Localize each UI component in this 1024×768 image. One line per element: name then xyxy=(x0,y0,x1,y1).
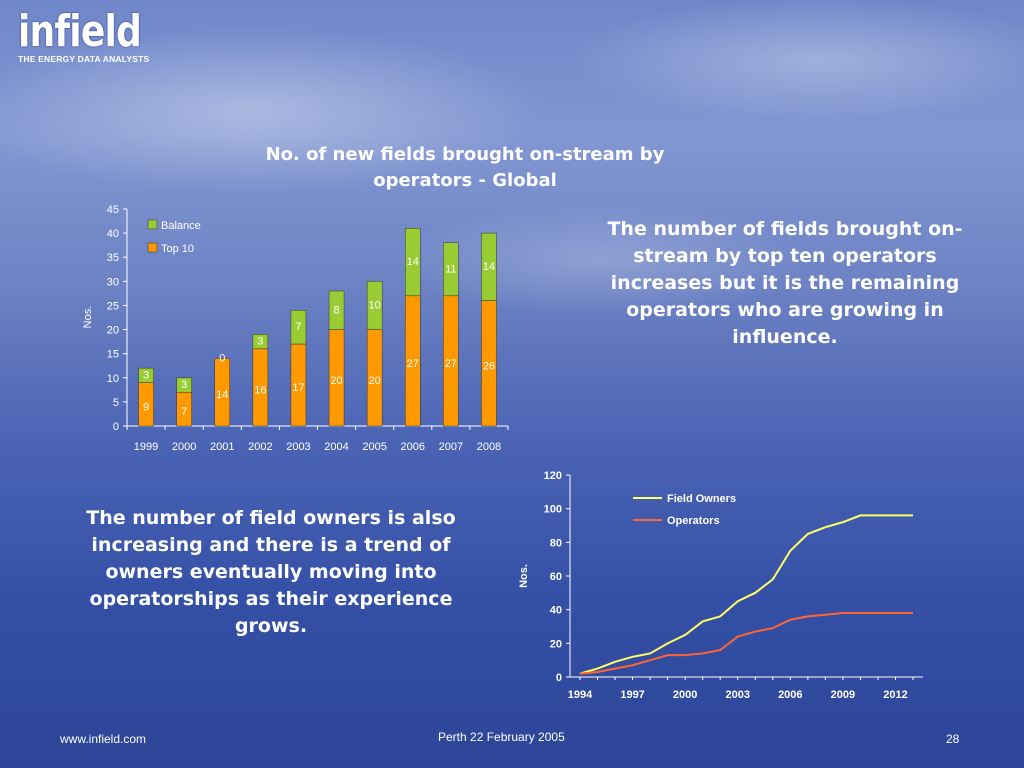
line-y-tick-label: 80 xyxy=(550,537,562,549)
line-x-tick-label: 1994 xyxy=(568,689,593,701)
bar-balance-label: 8 xyxy=(333,304,339,316)
line-y-tick-label: 20 xyxy=(550,638,562,650)
bar-balance xyxy=(481,232,497,301)
operators-line xyxy=(579,612,913,675)
callout-bottom: The number of field owners is also incre… xyxy=(86,507,456,637)
bar-balance-label: 7 xyxy=(295,321,301,333)
bar-top10 xyxy=(214,358,230,427)
logo-tagline: THE ENERGY DATA ANALYSTS xyxy=(18,54,150,64)
line-y-tick-label: 100 xyxy=(544,504,562,516)
bar-top10-label: 27 xyxy=(445,358,457,370)
bar-top10-label: 27 xyxy=(407,358,419,370)
bar-y-tick-label: 35 xyxy=(107,252,119,264)
line-x-tick-label: 1997 xyxy=(620,689,644,701)
bar-balance-label: 10 xyxy=(369,299,381,311)
legend-field-owners-label: Field Owners xyxy=(667,493,736,505)
bar-y-tick-label: 20 xyxy=(107,325,119,337)
bar-x-tick-label: 2001 xyxy=(210,441,234,453)
bar-balance xyxy=(405,228,421,297)
legend-top10-swatch xyxy=(147,242,158,253)
legend-operators-label: Operators xyxy=(667,515,720,527)
field-owners-line xyxy=(579,514,913,675)
line-y-tick-label: 120 xyxy=(544,470,562,482)
footer-page-number: 28 xyxy=(946,732,960,746)
bar-y-tick-label: 25 xyxy=(107,300,119,312)
bar-y-tick-label: 5 xyxy=(113,397,119,409)
footer-url-link[interactable]: www.infield.com xyxy=(60,732,147,746)
bar-balance xyxy=(176,377,192,393)
bar-x-tick-label: 2000 xyxy=(172,441,196,453)
bar-balance-label: 11 xyxy=(445,263,456,275)
bar-top10-label: 26 xyxy=(483,360,495,372)
bar-x-tick-label: 2002 xyxy=(248,441,272,453)
bar-y-tick-label: 10 xyxy=(107,373,119,385)
bar-top10-label: 7 xyxy=(181,406,187,418)
bar-y-tick-label: 0 xyxy=(113,421,119,433)
line-y-axis-label: Nos. xyxy=(518,564,530,588)
bar-top10-label: 16 xyxy=(254,384,266,396)
bar-x-tick-label: 2003 xyxy=(286,441,310,453)
bar-balance-label: 0 xyxy=(219,352,225,364)
line-x-tick-label: 2009 xyxy=(831,689,855,701)
bar-top10-label: 20 xyxy=(330,375,342,387)
bar-x-tick-label: 2006 xyxy=(401,441,425,453)
line-y-tick-label: 40 xyxy=(550,605,562,617)
bar-x-tick-label: 1999 xyxy=(134,441,158,453)
bar-balance xyxy=(328,290,345,330)
bar-y-tick-label: 15 xyxy=(107,349,119,361)
bar-balance-label: 3 xyxy=(143,369,149,381)
bar-y-axis-label: Nos. xyxy=(82,306,94,329)
bar-x-tick-label: 2005 xyxy=(362,441,386,453)
bar-balance-label: 3 xyxy=(257,336,263,348)
callout-top: The number of fields brought on-stream b… xyxy=(607,218,963,348)
bar-balance-label: 3 xyxy=(181,379,187,391)
bar-top10-label: 9 xyxy=(143,401,149,413)
line-x-tick-label: 2006 xyxy=(778,689,802,701)
legend-balance-label: Balance xyxy=(161,220,201,232)
bar-top10-label: 20 xyxy=(369,375,381,387)
legend-top10-label: Top 10 xyxy=(161,243,194,255)
bar-x-tick-label: 2004 xyxy=(324,441,348,453)
line-x-tick-label: 2000 xyxy=(673,689,697,701)
bar-top10-label: 17 xyxy=(292,382,304,394)
bar-balance xyxy=(138,367,154,383)
bar-y-tick-label: 30 xyxy=(107,276,119,288)
bar-balance xyxy=(366,281,383,330)
line-x-tick-label: 2012 xyxy=(883,689,907,701)
line-y-tick-label: 0 xyxy=(556,672,562,684)
bar-balance-label: 14 xyxy=(407,256,419,268)
bar-chart-title: No. of new fields brought on-stream by o… xyxy=(265,144,665,191)
footer-event: Perth 22 February 2005 xyxy=(438,730,565,744)
line-y-tick-label: 60 xyxy=(550,571,562,583)
legend-balance-swatch xyxy=(147,219,158,230)
bar-x-tick-label: 2007 xyxy=(439,441,463,453)
infield-logo: infield THE ENERGY DATA ANALYSTS xyxy=(18,6,168,65)
line-x-tick-label: 2003 xyxy=(725,689,749,701)
bar-balance xyxy=(290,310,307,345)
bar-x-tick-label: 2008 xyxy=(477,441,501,453)
bar-y-tick-label: 40 xyxy=(107,228,119,240)
bar-top10-label: 14 xyxy=(216,389,228,401)
bar-balance xyxy=(252,334,269,350)
bar-balance xyxy=(443,242,459,297)
bar-y-tick-label: 45 xyxy=(107,204,119,216)
logo-wordmark: infield xyxy=(18,6,142,57)
bar-balance-label: 14 xyxy=(483,261,495,273)
